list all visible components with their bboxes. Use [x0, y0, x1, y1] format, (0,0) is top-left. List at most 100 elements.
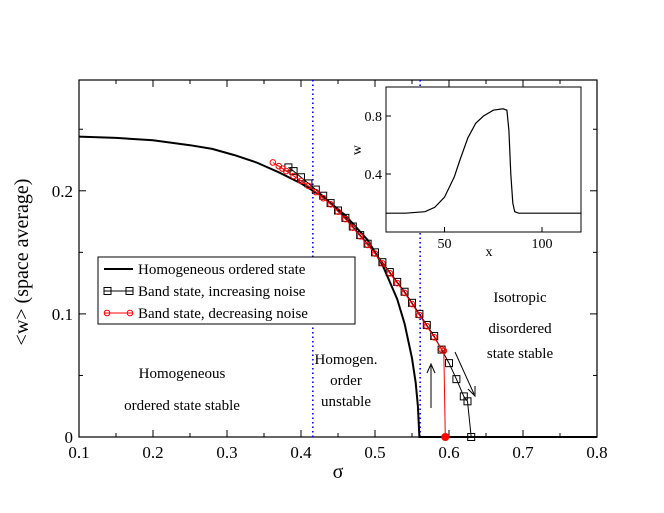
inset-x-tick-label: 50: [438, 237, 452, 252]
x-tick-label: 0.1: [68, 443, 89, 462]
legend-circle-marker: [103, 309, 111, 317]
square-marker: [415, 309, 424, 318]
legend-entry-homogeneous: Homogeneous ordered state: [104, 262, 306, 278]
x-tick-label: 0.2: [142, 443, 163, 462]
legend-box: [97, 256, 356, 325]
square-marker: [378, 258, 387, 267]
hysteresis-arrows: [426, 351, 476, 408]
square-marker: [371, 248, 379, 257]
legend: Homogeneous ordered state Band state, in…: [97, 256, 356, 325]
circle-marker: [282, 167, 290, 175]
circle-marker: [342, 215, 349, 223]
square-marker: [393, 277, 402, 286]
legend-circle-marker: [126, 309, 134, 317]
circle-marker: [364, 241, 371, 249]
legend-square-marker: [103, 287, 112, 295]
circle-marker: [408, 300, 416, 308]
inset-y-ticks-group: 0.4 0.8: [365, 110, 391, 183]
legend-label: Homogeneous ordered state: [138, 262, 306, 278]
square-marker: [422, 320, 431, 329]
inset-x-ticks-group: 50 100: [438, 227, 553, 252]
square-marker: [334, 206, 342, 215]
annotation-line: disordered: [488, 321, 552, 337]
legend-entry-decreasing: Band state, decreasing noise: [103, 306, 308, 322]
y-tick-label: 0.2: [52, 182, 73, 201]
y-tick-label: 0.1: [52, 305, 73, 324]
x-ticks-group: 0.1 0.2 0.3 0.4 0.5 0.6 0.7 0.8: [68, 80, 608, 462]
legend-label: Band state, increasing noise: [138, 284, 306, 300]
circle-marker: [416, 311, 423, 319]
annotation-line: Homogen.: [315, 352, 378, 368]
annotation-line: state stable: [487, 346, 554, 362]
x-tick-label: 0.4: [290, 443, 312, 462]
square-marker: [430, 332, 439, 341]
inset-y-tick-label: 0.8: [365, 110, 383, 125]
x-tick-label: 0.3: [216, 443, 237, 462]
inset-profile-curve: [386, 108, 581, 214]
y-ticks-group: 0 0.1 0.2: [52, 128, 597, 447]
circle-marker: [334, 208, 342, 216]
circle-marker: [269, 159, 277, 166]
square-marker: [326, 199, 335, 208]
circle-marker: [312, 188, 320, 196]
annotation-homogeneous-stable: Homogeneous ordered state stable: [124, 366, 240, 414]
circle-marker: [290, 172, 297, 180]
x-tick-label: 0.8: [586, 443, 607, 462]
inset-y-axis-title: w: [350, 144, 365, 155]
circle-marker: [319, 194, 327, 202]
x-tick-label: 0.5: [364, 443, 385, 462]
circle-marker: [356, 233, 364, 240]
annotation-line: Homogeneous: [139, 366, 226, 382]
main-plot: 0.1 0.2 0.3 0.4 0.5 0.6 0.7 0.8 00.10.2 σ <w> (…: [11, 79, 608, 483]
square-marker: [348, 222, 357, 231]
annotation-line: order: [330, 373, 362, 389]
circle-marker: [393, 279, 401, 287]
inset-frame: [385, 86, 582, 233]
square-marker: [356, 231, 365, 240]
legend-label: Band state, decreasing noise: [138, 306, 308, 322]
inset-plot: 50 100 0.4 0.8 x w: [350, 86, 582, 260]
legend-entry-increasing: Band state, increasing noise: [103, 284, 306, 300]
circle-marker: [441, 433, 450, 441]
square-marker: [467, 433, 476, 441]
annotation-line: Isotropic: [493, 290, 547, 306]
circle-marker: [305, 182, 312, 190]
circle-marker: [430, 333, 438, 341]
x-axis-title: σ: [333, 461, 344, 483]
annotation-line: ordered state stable: [124, 398, 240, 414]
circle-marker: [440, 347, 448, 355]
annotation-line: unstable: [321, 394, 371, 410]
circle-marker: [423, 322, 431, 330]
square-marker: [463, 397, 472, 406]
circle-marker: [327, 201, 334, 208]
square-marker: [400, 287, 409, 296]
circle-marker: [386, 269, 394, 277]
square-marker: [363, 239, 372, 248]
x-tick-label: 0.6: [438, 443, 459, 462]
circle-marker: [371, 250, 379, 257]
series-2: [269, 159, 450, 441]
arrow-up-head: [426, 362, 436, 374]
inset-x-tick-label: 100: [532, 237, 553, 252]
circle-marker: [297, 177, 305, 185]
circle-marker: [379, 260, 386, 267]
legend-square-marker: [125, 287, 134, 295]
annotation-isotropic-stable: Isotropic disordered state stable: [487, 290, 554, 362]
arrow-down-head: [467, 386, 476, 398]
arrow-down: [454, 351, 475, 395]
square-marker: [452, 375, 461, 384]
square-marker: [445, 359, 453, 368]
circle-marker: [401, 289, 408, 297]
y-tick-label: 0: [65, 428, 74, 447]
square-marker: [385, 268, 394, 277]
inset-x-axis-title: x: [486, 245, 493, 260]
x-tick-label: 0.7: [512, 443, 534, 462]
annotation-homogen-unstable: Homogen. order unstable: [315, 352, 378, 410]
series-layer: [78, 135, 597, 441]
square-marker: [408, 298, 416, 307]
circle-marker: [349, 224, 357, 232]
square-marker: [341, 213, 350, 222]
square-marker: [289, 167, 298, 176]
y-axis-title: <w> (space average): [11, 179, 33, 346]
